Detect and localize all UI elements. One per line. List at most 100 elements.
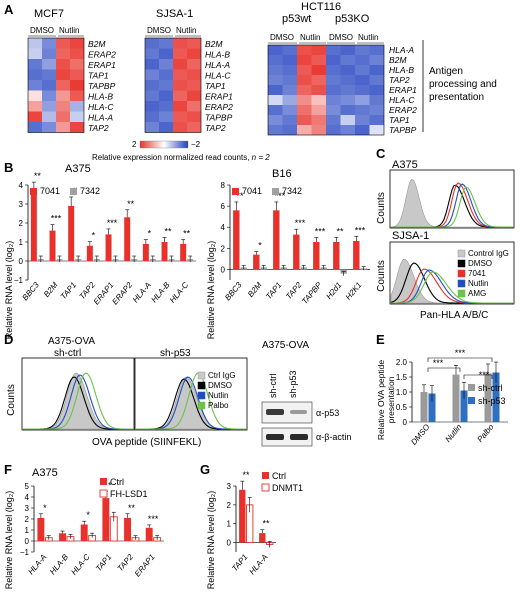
heat-mcf7-cell <box>42 48 56 59</box>
legend-label-shp53: sh-p53 <box>478 396 506 406</box>
significance-label: ** <box>183 229 191 239</box>
heat-sjsa-cell <box>187 48 201 59</box>
mcf7-nutlin-header: Nutlin <box>59 26 79 35</box>
heat-hct-cell <box>297 125 312 135</box>
y-tick-label: −1 <box>14 276 24 285</box>
gene-labels-hct116: HLA-AB2MHLA-BTAP2ERAP1HLA-CERAP2TAP1TAPB… <box>389 45 417 135</box>
scale-n: n = 2 <box>252 153 271 162</box>
blot-actin-band-ctrl <box>266 434 284 440</box>
heat-hct-border <box>267 44 385 136</box>
heat-hct-cell <box>268 85 283 95</box>
hist-c-top-curve <box>390 178 513 228</box>
heat-sjsa-cell <box>159 38 173 49</box>
bar-a <box>452 374 460 422</box>
bar-b <box>428 393 436 422</box>
heat-sjsa-cell <box>187 38 201 49</box>
heat-sjsa-cell <box>187 80 201 91</box>
gene-label: HLA-C <box>389 95 415 105</box>
bar-b <box>460 390 468 422</box>
gene-label: TAP1 <box>88 71 109 81</box>
legend-swatch <box>197 401 206 410</box>
gene-label: B2M <box>205 39 223 49</box>
bar-a <box>49 230 56 261</box>
hct-nutlin-header-2: Nutlin <box>358 33 378 42</box>
y-tick-label: 1 <box>227 520 232 529</box>
y-tick-label: 5 <box>25 482 30 491</box>
heat-hct-cell <box>355 115 370 125</box>
y-tick-label: 8 <box>221 181 226 190</box>
heat-hct-cell <box>355 85 370 95</box>
heat-hct-cell <box>311 85 326 95</box>
x-category-label: ERAP2 <box>110 280 134 306</box>
bar-a <box>233 210 240 270</box>
y-tick-label: 0 <box>227 539 232 548</box>
heat-hct-cell <box>355 65 370 75</box>
heat-sjsa-cell <box>145 122 159 133</box>
x-category-label: BBC3 <box>223 280 244 302</box>
heat-mcf7-cell <box>42 101 56 112</box>
significance-label: ** <box>164 226 172 236</box>
heat-hct-cell <box>326 115 341 125</box>
bar-a <box>68 205 75 261</box>
gene-label: TAPBP <box>205 113 233 123</box>
y-tick-label: 1.0 <box>396 388 408 397</box>
panel-d: D A375-OVA sh-ctrl sh-p53 Counts Ctrl Ig… <box>4 332 351 448</box>
mcf7-title: MCF7 <box>34 8 64 20</box>
panel-c: C A375 SJSA-1 Counts Counts Control IgGD… <box>376 146 515 321</box>
c-bottom-title: SJSA-1 <box>392 230 429 242</box>
heat-mcf7-cell <box>28 111 42 122</box>
heat-sjsa-cell <box>173 101 187 112</box>
blot-actin-strip <box>261 427 313 447</box>
significance-label: ** <box>236 191 244 201</box>
heat-sjsa-cell <box>145 59 159 70</box>
gene-label: ERAP2 <box>88 50 116 60</box>
y-tick-label: 3 <box>19 200 24 209</box>
bar-a <box>253 254 260 270</box>
heat-hct-cell <box>268 75 283 85</box>
heat-sjsa-cell <box>173 90 187 101</box>
bar-a <box>259 533 266 543</box>
heat-hct-cell <box>369 125 384 135</box>
heat-sjsa-cell <box>173 59 187 70</box>
sjsa-dmso-header: DMSO <box>147 26 171 35</box>
bar-a <box>142 243 149 261</box>
heat-mcf7-cell <box>28 48 42 59</box>
legend-swatch <box>197 381 206 390</box>
heat-hct-cell <box>268 115 283 125</box>
c-top-title: A375 <box>392 159 418 171</box>
hist-d-left-curve <box>23 372 133 430</box>
heat-hct-cell <box>282 115 297 125</box>
x-category-label: Nutlin <box>443 422 463 444</box>
y-tick-label: 2 <box>227 501 232 510</box>
x-category-label: TAP2 <box>116 552 136 573</box>
heat-sjsa-cell <box>159 101 173 112</box>
bar-a <box>420 392 428 422</box>
legend-swatch <box>457 259 466 268</box>
x-category-label: H2K1 <box>344 281 364 302</box>
heat-sjsa-cell <box>187 111 201 122</box>
y-tick-label: 2 <box>221 244 226 253</box>
panel-f: F A375 Relative RNA level (log₂) 5 4 3 2 1 0 −… <box>4 462 164 589</box>
bar-a <box>180 243 187 261</box>
d-xlabel: OVA peptide (SIINFEKL) <box>92 437 201 448</box>
mcf7-dmso-header: DMSO <box>30 26 54 35</box>
x-category-label: B2M <box>246 280 264 299</box>
heat-hct-cell <box>326 65 341 75</box>
blot-title: A375-OVA <box>262 340 309 351</box>
significance-label: * <box>108 481 112 491</box>
heat-sjsa-cell <box>145 48 159 59</box>
c-top-frame <box>389 169 515 229</box>
heat-hct-cell <box>326 85 341 95</box>
y-tick-label: 1 <box>19 238 24 247</box>
bar-a <box>161 242 168 261</box>
heat-hct-cell <box>355 125 370 135</box>
heat-hct-cell <box>340 55 355 65</box>
heat-sjsa-cell <box>159 48 173 59</box>
heat-mcf7-cell <box>70 101 84 112</box>
legend-label: DMSO <box>208 381 232 390</box>
legend-label: DMSO <box>468 259 492 268</box>
legend-swatch <box>457 289 466 298</box>
panel-letter-f: F <box>4 462 12 477</box>
